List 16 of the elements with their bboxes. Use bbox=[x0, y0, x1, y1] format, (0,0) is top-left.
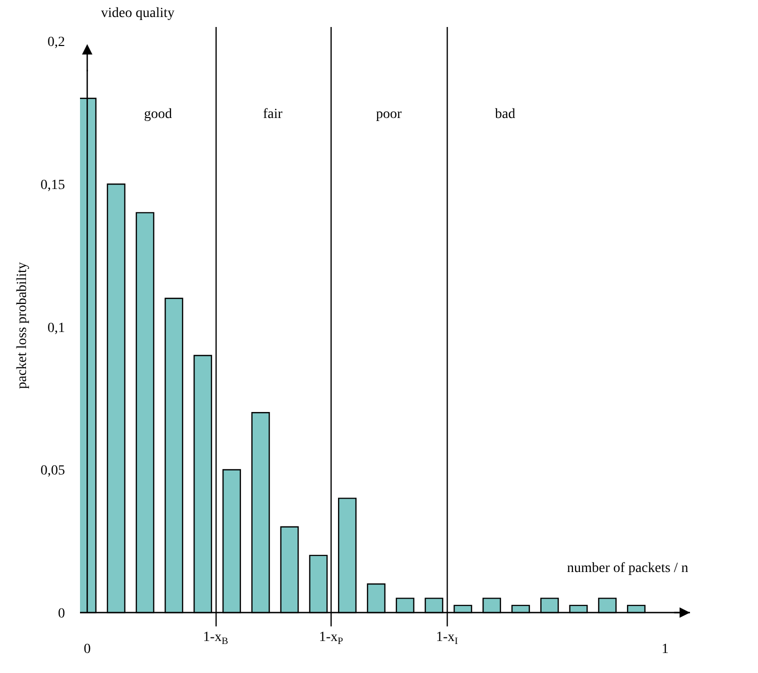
y-axis-title: packet loss probability bbox=[15, 262, 30, 389]
text: video quality bbox=[101, 6, 174, 21]
ref-line-label: 1-x$_{P}$ bbox=[319, 630, 344, 647]
annotation: fair bbox=[263, 107, 283, 122]
y-tick-label: 0,15 bbox=[40, 178, 65, 194]
y-tick-label: 0,1 bbox=[48, 320, 65, 336]
annotation: good bbox=[144, 107, 172, 122]
annotation: bad bbox=[495, 107, 516, 122]
x-tick-label: 1 bbox=[662, 642, 669, 657]
y-tick-label: 0,2 bbox=[48, 35, 65, 50]
annotation: poor bbox=[376, 107, 402, 122]
ref-line-label: 1-x$_{I}$ bbox=[436, 630, 458, 647]
x-axis-title: number of packets / n bbox=[567, 561, 688, 576]
ref-line-label: 1-x$_{B}$ bbox=[203, 630, 229, 647]
y-tick-label: 0,05 bbox=[40, 464, 65, 479]
y-tick-label: 0 bbox=[58, 606, 65, 622]
